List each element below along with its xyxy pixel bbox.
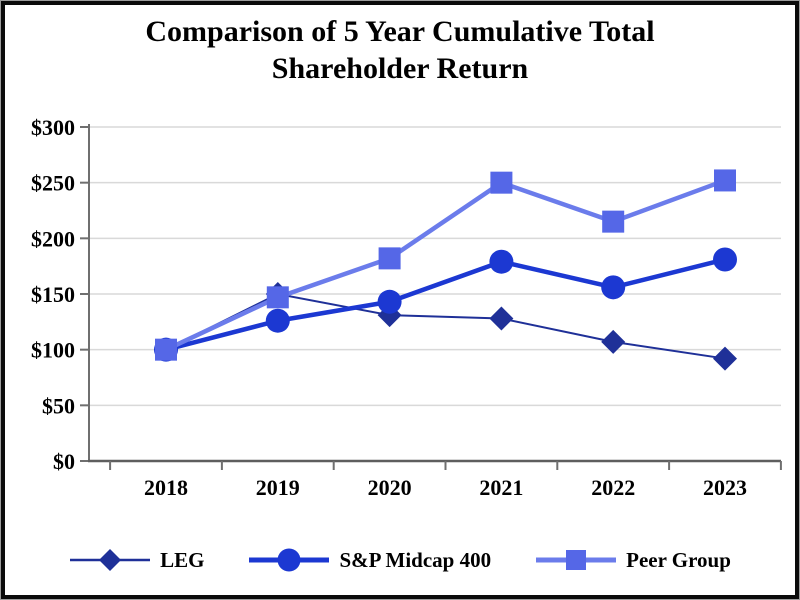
marker-peer-group-2019 [266, 286, 289, 309]
y-axis-tick-label: $200 [31, 226, 75, 251]
y-axis-tick-label: $0 [53, 449, 75, 474]
y-axis-tick-label: $150 [31, 282, 75, 307]
marker-leg-2023 [713, 346, 737, 371]
y-axis-tick-label: $250 [31, 171, 75, 196]
chart-title-line-2: Shareholder Return [271, 52, 529, 85]
marker-peer-group-2021 [490, 171, 513, 194]
y-axis-tick-label: $100 [31, 338, 75, 363]
marker-s-p-midcap-400-2020 [377, 289, 402, 314]
marker-peer-group-2020 [378, 247, 401, 270]
legend-marker-square [536, 550, 617, 570]
x-axis-tick-label: 2023 [703, 475, 747, 500]
x-axis-tick-label: 2020 [368, 475, 412, 500]
x-axis-tick-label: 2022 [591, 475, 635, 500]
legend-label-leg: LEG [160, 547, 205, 572]
legend-label-sp-midcap-400: S&P Midcap 400 [339, 547, 492, 572]
chart-legend: LEG S&P Midcap 400 Peer Group [1, 541, 799, 579]
marker-peer-group-2023 [714, 169, 736, 192]
chart-title-line-1: Comparison of 5 Year Cumulative Total [145, 15, 655, 48]
legend-marker-diamond [70, 549, 151, 571]
marker-s-p-midcap-400-2019 [265, 308, 290, 333]
legend-marker-circle [249, 548, 330, 572]
chart-title: Comparison of 5 Year Cumulative Total Sh… [1, 13, 799, 87]
legend-item-leg: LEG [69, 547, 204, 573]
chart-canvas: $0 $50 $100 $150 $200 $250 $300 2018 2019 2020 202… [31, 115, 782, 500]
x-axis-tick-label: 2021 [479, 475, 523, 500]
x-axis-tick-label: 2019 [256, 475, 300, 500]
legend-label-peer-group: Peer Group [626, 547, 731, 572]
marker-s-p-midcap-400-2022 [601, 275, 626, 300]
marker-leg-2022 [601, 329, 626, 354]
marker-peer-group-2018 [155, 338, 177, 361]
marker-peer-group-2022 [602, 210, 625, 233]
series-line-peer-group [165, 178, 726, 352]
marker-s-p-midcap-400-2021 [489, 249, 514, 274]
y-axis-tick-label: $50 [42, 393, 75, 418]
x-axis-tick-label: 2018 [144, 475, 188, 500]
legend-item-peer-group: Peer Group [535, 547, 731, 573]
marker-leg-2021 [489, 306, 514, 331]
series-line-leg [165, 292, 726, 360]
y-axis-tick-label: $300 [31, 115, 75, 140]
series-line-s-p-midcap-400 [165, 257, 726, 352]
legend-item-sp-midcap-400: S&P Midcap 400 [248, 547, 491, 573]
marker-s-p-midcap-400-2023 [713, 247, 737, 272]
